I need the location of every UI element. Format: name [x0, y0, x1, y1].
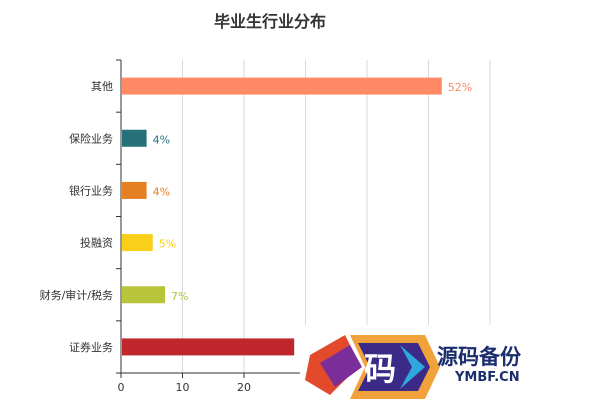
bar	[122, 181, 147, 199]
data-label: 5%	[159, 238, 176, 251]
bar	[122, 77, 442, 95]
bar	[122, 286, 166, 304]
category-label: 财务/审计/税务	[40, 288, 113, 302]
watermark-glyph: 码	[364, 350, 396, 388]
labels: 0 10 20 其他 52% 保险业务 4% 银行业务 4% 投融资 5% 财务/审计/税务 7% 证券业…	[40, 80, 473, 394]
bars	[122, 77, 442, 356]
watermark-badge-icon: 码	[305, 335, 440, 399]
category-label: 银行业务	[69, 183, 113, 197]
data-label: 4%	[153, 133, 170, 146]
bar	[122, 234, 153, 252]
category-label: 其他	[91, 80, 113, 93]
watermark-logo: 码 源码备份 YMBF.CN	[300, 325, 591, 408]
category-label: 保险业务	[69, 131, 113, 145]
category-label: 投融资	[80, 236, 113, 250]
x-tick-label: 0	[118, 381, 125, 394]
x-tick-label: 10	[176, 381, 190, 394]
bar	[122, 129, 147, 147]
watermark-text: 源码备份	[437, 344, 521, 369]
grid-lines	[182, 60, 491, 373]
x-tick-label: 20	[237, 381, 251, 394]
chart-title: 毕业生行业分布	[213, 12, 326, 31]
watermark-subtext: YMBF.CN	[455, 370, 520, 385]
data-label: 7%	[171, 290, 188, 303]
category-label: 证券业务	[69, 340, 113, 354]
data-label: 52%	[448, 81, 472, 94]
bar	[122, 338, 295, 356]
data-label: 4%	[153, 185, 170, 198]
